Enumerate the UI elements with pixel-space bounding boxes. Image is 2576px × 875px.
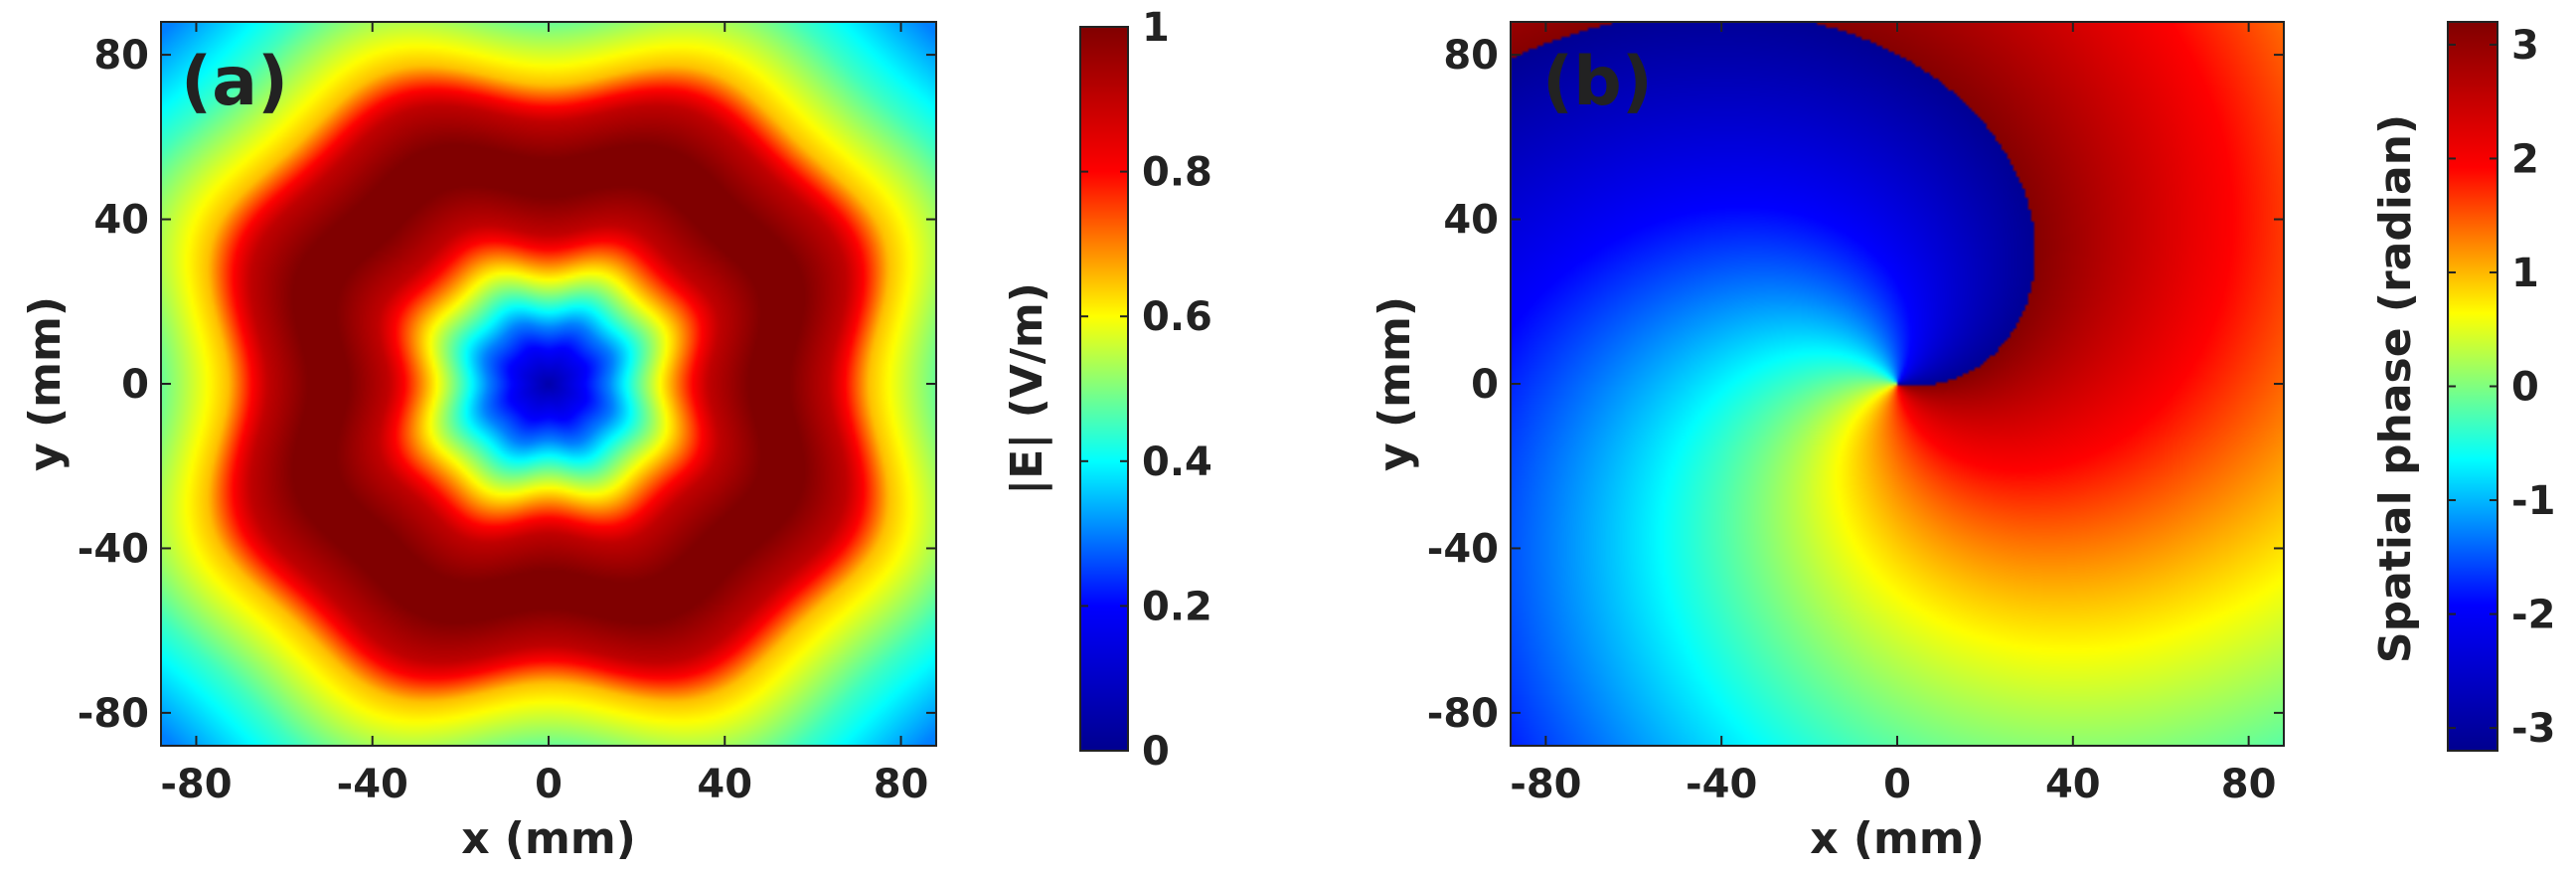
- x-tick-label: -80: [1510, 762, 1581, 807]
- y-tick-label: -80: [1427, 691, 1499, 737]
- colorbar-tick-label: 0.6: [1142, 294, 1212, 340]
- colorbar-tick-label: -1: [2511, 478, 2555, 524]
- panel-a-label: (a): [181, 43, 288, 121]
- colorbar-tick-label: -3: [2511, 706, 2555, 752]
- plot-a-xlabel: x (mm): [461, 813, 636, 864]
- x-tick-label: 40: [2045, 762, 2101, 807]
- panel-a: (a) -80 -40 0 40 80 80 40 0 -40 -80 x (mm) y (mm)…: [20, 5, 1212, 864]
- colorbar-tick-label: -2: [2511, 593, 2555, 638]
- y-tick-label: 80: [93, 33, 149, 79]
- x-tick-label: 80: [874, 762, 929, 807]
- colorbar-tick-label: 0.2: [1142, 584, 1212, 629]
- panel-b: (b) -80 -40 0 40 80 80 40 0 -40 -80 x (mm) y (mm)…: [1369, 21, 2555, 864]
- y-tick-label: 0: [121, 362, 149, 408]
- x-tick-label: -40: [337, 762, 408, 807]
- magnitude-heatmap: [161, 22, 936, 746]
- plot-b-xlabel: x (mm): [1810, 813, 1985, 864]
- x-tick-label: 40: [697, 762, 752, 807]
- y-tick-label: 0: [1471, 362, 1499, 408]
- magnitude-colorbar-ticks: 0 0.2 0.4 0.6 0.8 1: [1080, 5, 1212, 775]
- y-tick-label: 40: [93, 198, 149, 244]
- colorbar-tick-label: 3: [2511, 23, 2539, 69]
- magnitude-colorbar: [1079, 26, 1129, 752]
- y-tick-label: 80: [1443, 33, 1499, 79]
- plot-a-ylabel: y (mm): [20, 296, 71, 471]
- colorbar-tick-label: 0.4: [1142, 439, 1212, 485]
- phase-colorbar-label: Spatial phase (radian): [2370, 114, 2421, 663]
- x-tick-label: -40: [1686, 762, 1757, 807]
- colorbar-tick-label: 0: [2511, 365, 2539, 411]
- x-tick-label: -80: [160, 762, 232, 807]
- x-tick-label: 80: [2221, 762, 2277, 807]
- plot-b-ticks: -80 -40 0 40 80 80 40 0 -40 -80: [1427, 22, 2284, 807]
- y-tick-label: -80: [78, 691, 149, 737]
- y-tick-label: -40: [1427, 526, 1499, 572]
- colorbar-tick-label: 2: [2511, 136, 2539, 182]
- phase-heatmap: [1511, 22, 2284, 746]
- phase-colorbar-ticks: 3 2 1 0 -1 -2 -3: [2448, 23, 2555, 752]
- y-tick-label: -40: [78, 526, 149, 572]
- panel-b-label: (b): [1542, 43, 1653, 121]
- plot-b-ylabel: y (mm): [1369, 296, 1420, 471]
- x-tick-label: 0: [1883, 762, 1911, 807]
- x-tick-label: 0: [535, 762, 563, 807]
- colorbar-tick-label: 1: [1142, 5, 1170, 51]
- colorbar-tick-label: 0: [1142, 729, 1170, 775]
- colorbar-tick-label: 1: [2511, 251, 2539, 296]
- colorbar-tick-label: 0.8: [1142, 150, 1212, 196]
- magnitude-colorbar-label: |E| (V/m): [1002, 282, 1052, 495]
- y-tick-label: 40: [1443, 198, 1499, 244]
- plot-a-ticks: -80 -40 0 40 80 80 40 0 -40 -80: [78, 22, 936, 807]
- phase-colorbar: [2447, 21, 2498, 752]
